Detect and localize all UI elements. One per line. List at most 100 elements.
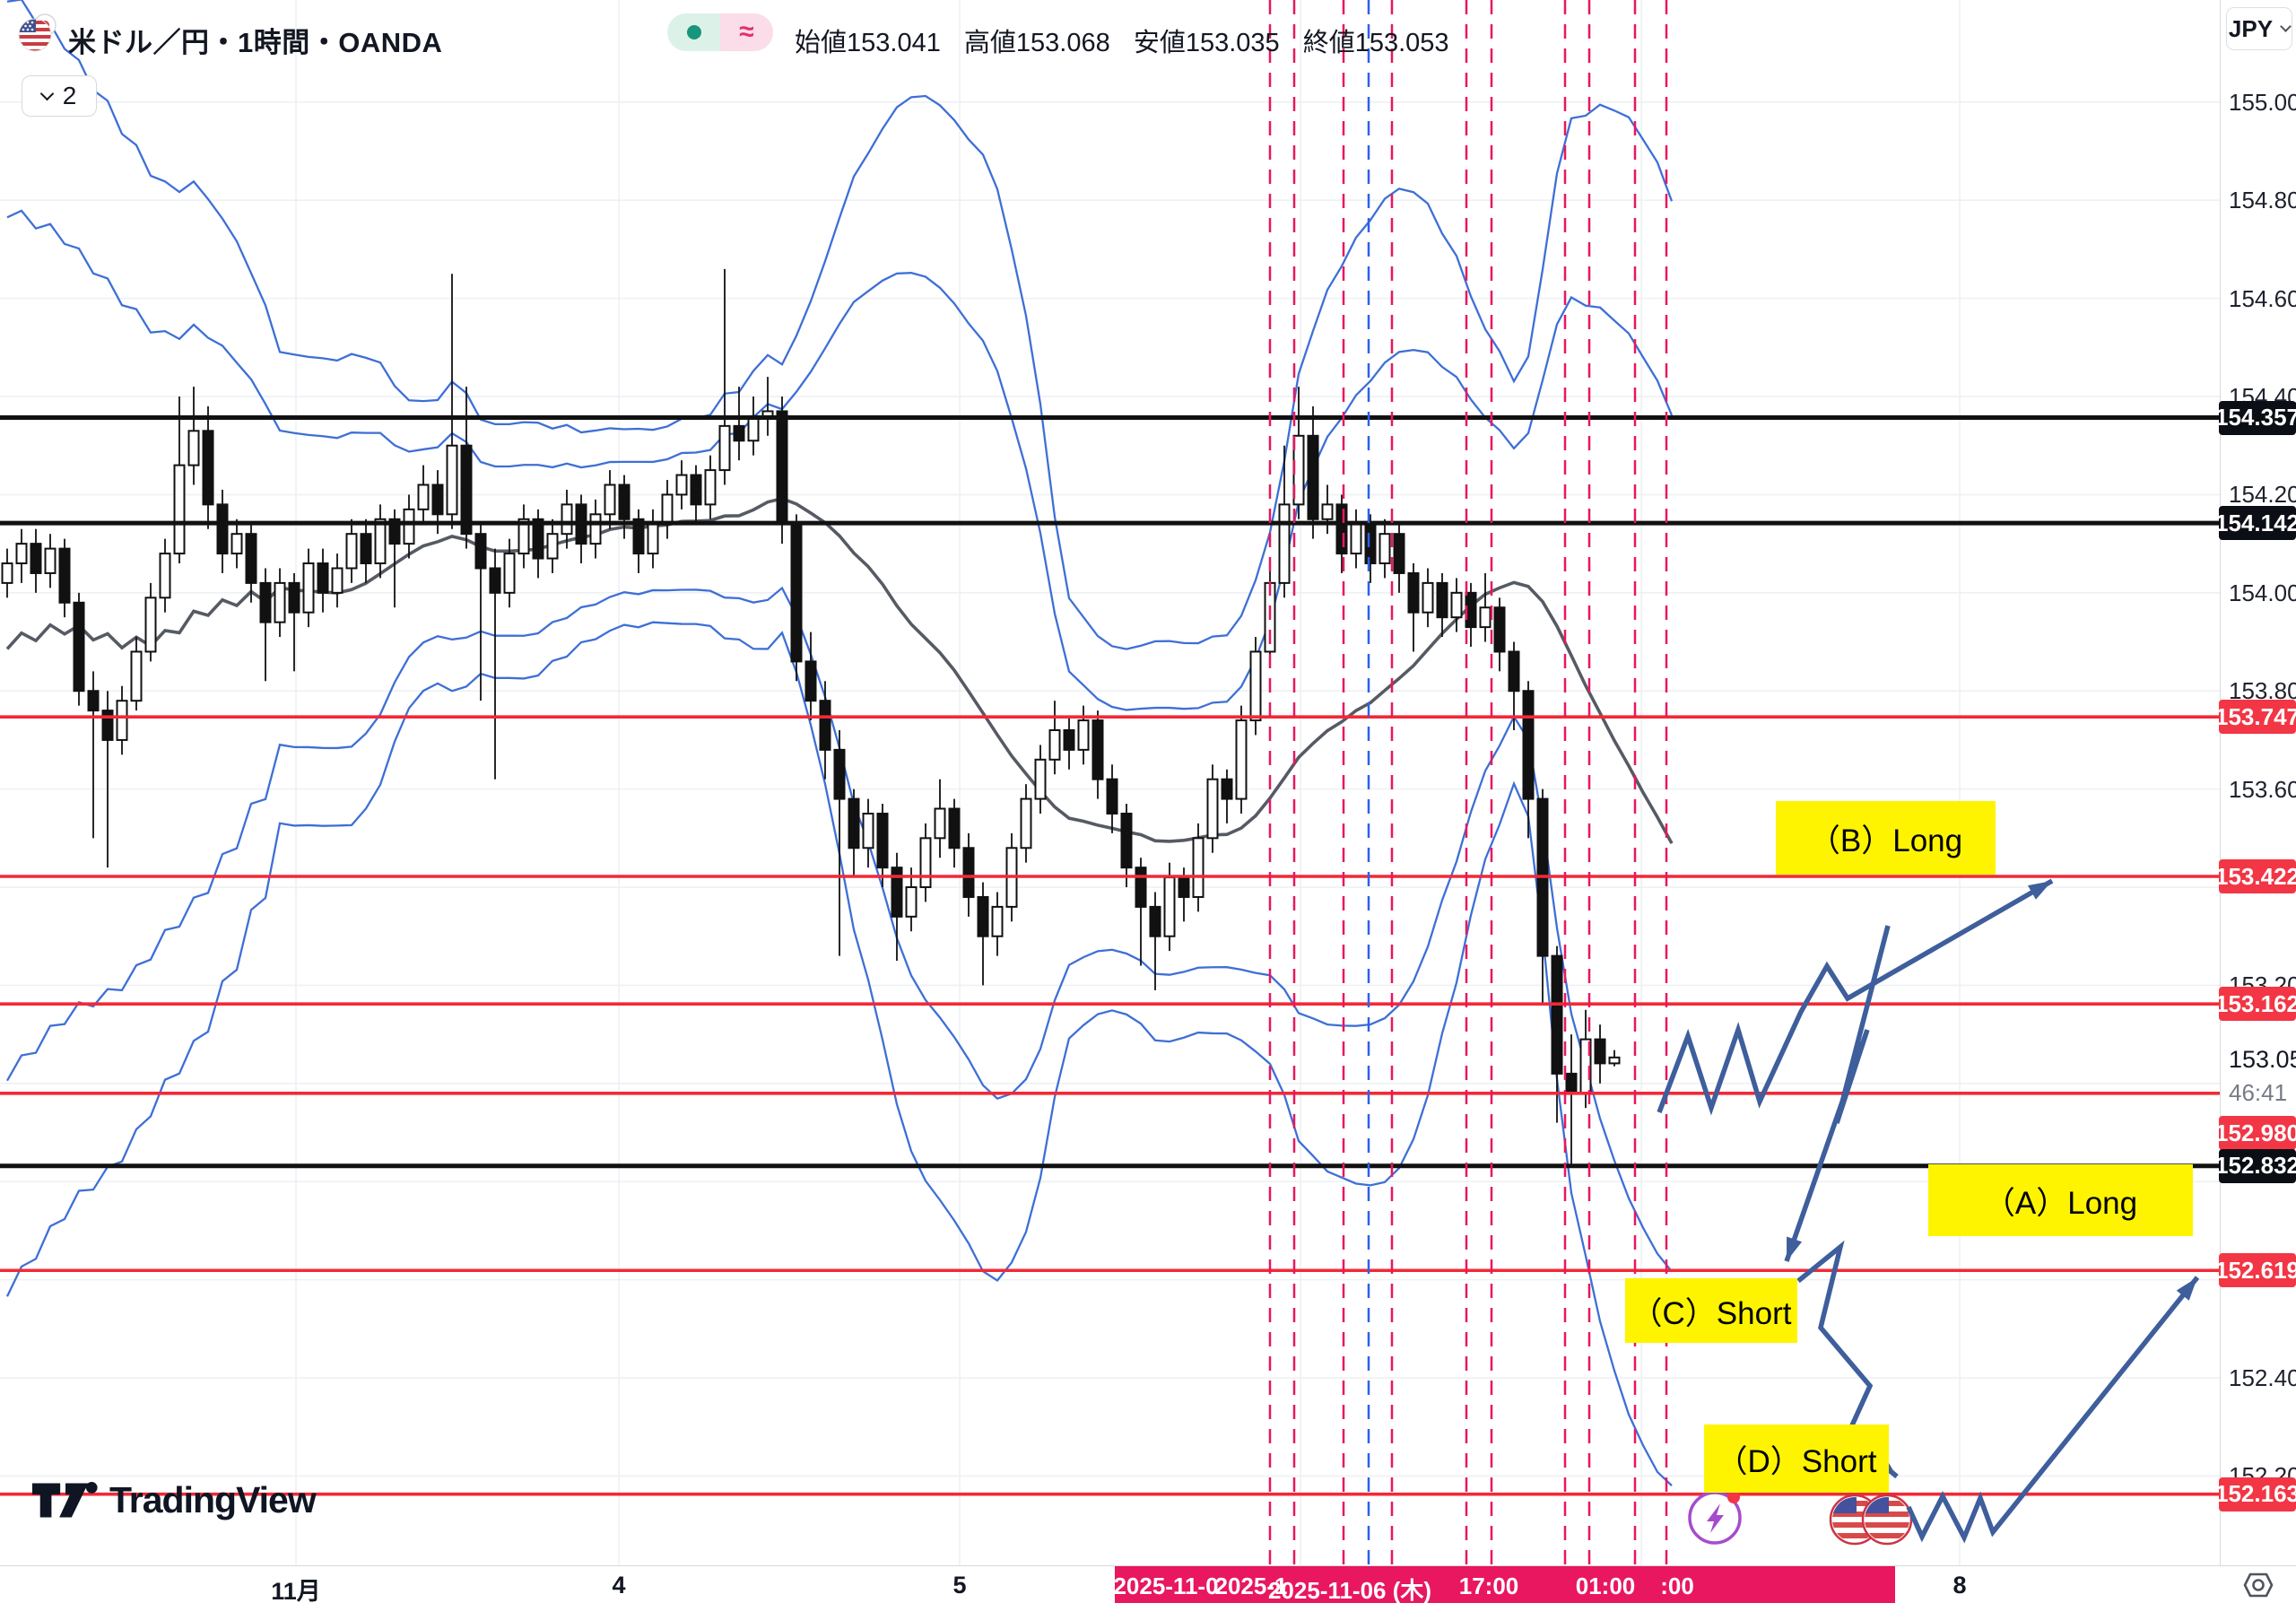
candle-up[interactable] <box>561 503 573 536</box>
time-axis[interactable]: 11月 4 5 8 2025-11-0 2025-1 2025-11-06 (木) 17:00… <box>0 1565 2296 1603</box>
event-marker-icons[interactable] <box>1688 1491 1913 1546</box>
candle-up[interactable] <box>1235 719 1248 800</box>
candle-down[interactable] <box>1221 778 1233 800</box>
candle-down[interactable] <box>1594 1038 1606 1065</box>
candle-down[interactable] <box>259 581 272 623</box>
candle-down[interactable] <box>948 807 961 849</box>
candle-up[interactable] <box>1192 837 1205 898</box>
candle-down[interactable] <box>288 581 300 614</box>
candle-down[interactable] <box>819 700 831 751</box>
candle-up[interactable] <box>1608 1056 1621 1065</box>
candle-down[interactable] <box>632 518 645 555</box>
candle-up[interactable] <box>44 547 57 574</box>
candle-up[interactable] <box>991 905 1004 937</box>
currency-dropdown[interactable]: JPY <box>2226 7 2292 50</box>
candle-down[interactable] <box>1335 503 1348 555</box>
candle-down[interactable] <box>460 444 473 536</box>
candle-down[interactable] <box>876 812 889 869</box>
candle-down[interactable] <box>776 410 788 526</box>
candle-up[interactable] <box>116 700 128 741</box>
candle-down[interactable] <box>1508 650 1520 693</box>
candle-up[interactable] <box>1249 650 1262 722</box>
candle-down[interactable] <box>73 601 85 693</box>
candle-up[interactable] <box>604 484 616 516</box>
candle-down[interactable] <box>1522 690 1535 800</box>
candle-up[interactable] <box>1034 758 1047 800</box>
candle-up[interactable] <box>446 444 458 516</box>
candle-down[interactable] <box>1135 867 1147 908</box>
candle-down[interactable] <box>977 895 989 937</box>
candle-down[interactable] <box>1493 606 1506 653</box>
candle-down[interactable] <box>804 660 817 702</box>
candle-up[interactable] <box>546 533 559 560</box>
candle-up[interactable] <box>345 533 358 570</box>
bars-count-dropdown[interactable]: 2 <box>22 75 97 117</box>
candle-up[interactable] <box>1350 523 1362 555</box>
trade-annotation-label[interactable]: （B）Long <box>1776 801 1996 875</box>
candle-up[interactable] <box>704 469 717 506</box>
candle-down[interactable] <box>532 518 544 560</box>
candle-up[interactable] <box>919 837 932 889</box>
candle-up[interactable] <box>675 474 688 496</box>
candle-down[interactable] <box>618 484 631 520</box>
candle-down[interactable] <box>1436 581 1448 619</box>
candle-down[interactable] <box>101 710 114 741</box>
candle-up[interactable] <box>503 553 516 594</box>
candle-up[interactable] <box>230 533 243 555</box>
candle-down[interactable] <box>848 797 860 849</box>
trade-annotation-label[interactable]: （A）Long <box>1928 1164 2193 1236</box>
tradingview-logo[interactable]: TradingView <box>30 1476 317 1524</box>
candle-up[interactable] <box>661 493 674 526</box>
candle-up[interactable] <box>1278 503 1291 584</box>
candle-down[interactable] <box>388 518 401 545</box>
vertical-event-lines[interactable] <box>1268 0 1668 1565</box>
candle-up[interactable] <box>173 464 186 555</box>
candle-down[interactable] <box>1120 812 1133 869</box>
trade-annotation-label[interactable]: （C）Short <box>1625 1278 1797 1343</box>
candle-up[interactable] <box>159 553 171 599</box>
candle-down[interactable] <box>733 424 745 442</box>
candle-down[interactable] <box>1063 728 1075 751</box>
candle-down[interactable] <box>790 523 803 663</box>
candle-up[interactable] <box>1 562 13 584</box>
candle-down[interactable] <box>474 533 487 570</box>
candle-down[interactable] <box>1364 523 1377 565</box>
candle-up[interactable] <box>647 523 659 555</box>
candle-down[interactable] <box>1551 954 1563 1075</box>
candle-down[interactable] <box>690 474 702 506</box>
symbol-title[interactable]: 米ドル／円・1時間・OANDA <box>68 27 443 58</box>
candle-up[interactable] <box>934 807 946 840</box>
price-axis[interactable]: JPY 155.000154.800154.600154.400154.2001… <box>2215 0 2296 1603</box>
candle-up[interactable] <box>331 567 344 594</box>
candle-down[interactable] <box>962 847 975 898</box>
candle-down[interactable] <box>216 503 229 555</box>
candle-down[interactable] <box>1565 1072 1578 1094</box>
candle-up[interactable] <box>718 424 731 472</box>
candle-up[interactable] <box>1077 719 1090 751</box>
candle-down[interactable] <box>833 748 846 800</box>
candle-up[interactable] <box>1321 503 1334 520</box>
candle-up[interactable] <box>1450 591 1463 619</box>
price-level-lines[interactable] <box>0 415 2220 1496</box>
candle-up[interactable] <box>274 581 286 623</box>
candle-up[interactable] <box>144 597 157 653</box>
candle-up[interactable] <box>517 518 530 555</box>
candle-down[interactable] <box>202 430 214 506</box>
candle-up[interactable] <box>187 430 200 466</box>
candle-down[interactable] <box>431 484 444 516</box>
candle-up[interactable] <box>417 484 430 510</box>
market-status-pill[interactable]: ≈ <box>667 13 773 51</box>
candle-up[interactable] <box>862 812 874 849</box>
candle-down[interactable] <box>489 567 501 594</box>
candle-up[interactable] <box>130 650 143 702</box>
candle-up[interactable] <box>403 508 415 545</box>
trade-plan-arrows[interactable] <box>1657 878 2200 1544</box>
candle-down[interactable] <box>1178 876 1190 898</box>
candle-down[interactable] <box>58 547 71 604</box>
candle-down[interactable] <box>317 562 329 594</box>
trade-annotation-label[interactable]: （D）Short <box>1704 1424 1889 1493</box>
candle-down[interactable] <box>1307 434 1319 520</box>
candle-up[interactable] <box>15 543 28 565</box>
gear-icon[interactable] <box>2241 1569 2275 1601</box>
candle-down[interactable] <box>1407 571 1420 614</box>
